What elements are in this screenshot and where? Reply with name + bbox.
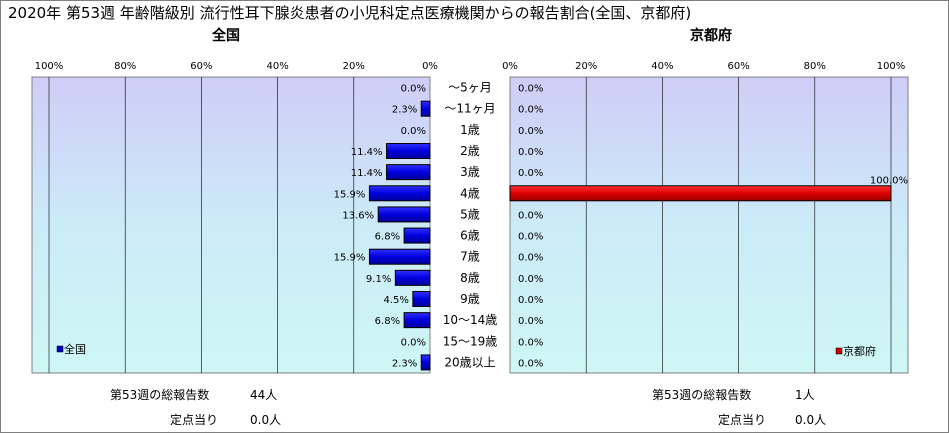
left-data-label: 9.1% [366, 274, 391, 285]
category-label: 10～14歳 [443, 313, 498, 327]
left-bar [386, 164, 431, 181]
category-label: 5歳 [460, 207, 480, 221]
right-total-label: 第53週の総報告数 [652, 388, 752, 402]
category-label: 20歳以上 [444, 355, 495, 369]
category-label: 15～19歳 [443, 334, 498, 348]
left-tick-label: 100% [35, 61, 64, 72]
left-data-label: 11.4% [351, 168, 383, 179]
left-data-label: 4.5% [383, 295, 408, 306]
left-data-label: 6.8% [375, 316, 400, 327]
left-data-label: 15.9% [334, 189, 366, 200]
right-bar [509, 185, 892, 202]
left-per-site-value: 0.0人 [250, 413, 282, 427]
left-bar [394, 269, 431, 286]
left-total-label: 第53週の総報告数 [110, 388, 210, 402]
category-label: ～11ヶ月 [444, 102, 495, 116]
category-label: 1歳 [460, 123, 480, 137]
right-data-label: 0.0% [518, 147, 543, 158]
right-data-label: 0.0% [518, 126, 543, 137]
right-tick-label: 60% [727, 61, 749, 72]
right-per-site-value: 0.0人 [795, 413, 827, 427]
category-label: ～5ヶ月 [448, 81, 492, 95]
left-bar [412, 291, 431, 307]
right-data-label: 0.0% [518, 295, 543, 306]
left-data-label: 2.3% [392, 358, 417, 369]
left-tick-label: 40% [266, 61, 288, 72]
left-data-label: 13.6% [342, 210, 374, 221]
category-label: 2歳 [460, 144, 480, 158]
right-total-value: 1人 [795, 388, 815, 402]
category-label: 6歳 [460, 229, 480, 243]
right-data-label: 0.0% [518, 84, 543, 95]
left-data-label: 0.0% [401, 84, 426, 95]
left-bar [368, 185, 431, 202]
right-data-label: 100.0% [870, 175, 908, 186]
left-data-label: 15.9% [334, 253, 366, 264]
right-legend-swatch [835, 347, 843, 355]
category-label: 4歳 [460, 186, 480, 200]
left-bar [386, 143, 431, 159]
left-bar [420, 100, 431, 117]
left-bar [420, 354, 431, 371]
category-label: 8歳 [460, 271, 480, 285]
right-tick-label: 80% [804, 61, 826, 72]
right-tick-label: 20% [575, 61, 597, 72]
left-tick-label: 60% [190, 61, 212, 72]
left-total-value: 44人 [250, 388, 278, 402]
category-label: 9歳 [460, 292, 480, 306]
left-data-label: 11.4% [351, 147, 383, 158]
left-data-label: 2.3% [392, 105, 417, 116]
right-data-label: 0.0% [518, 232, 543, 243]
category-label: 3歳 [460, 165, 480, 179]
left-plot-area [31, 76, 431, 374]
left-legend-swatch [56, 345, 64, 353]
left-tick-label: 80% [114, 61, 136, 72]
right-panel-subtitle: 京都府 [690, 28, 732, 44]
left-data-label: 0.0% [401, 126, 426, 137]
right-data-label: 0.0% [518, 337, 543, 348]
left-bar [403, 227, 431, 244]
left-bar [403, 312, 431, 329]
left-tick-label: 20% [343, 61, 365, 72]
left-bar [368, 248, 431, 265]
left-bar [377, 206, 431, 223]
left-data-label: 0.0% [401, 337, 426, 348]
right-tick-label: 100% [877, 61, 906, 72]
left-panel-subtitle: 全国 [212, 28, 240, 44]
right-plot-area [509, 76, 909, 374]
right-per-site-label: 定点当り [718, 413, 767, 427]
right-data-label: 0.0% [518, 316, 543, 327]
right-data-label: 0.0% [518, 105, 543, 116]
left-tick-label: 0% [422, 61, 438, 72]
right-data-label: 0.0% [518, 274, 543, 285]
right-data-label: 0.0% [518, 253, 543, 264]
category-label: 7歳 [460, 250, 480, 264]
left-per-site-label: 定点当り [170, 413, 219, 427]
left-data-label: 6.8% [375, 232, 400, 243]
right-data-label: 0.0% [518, 210, 543, 221]
right-tick-label: 0% [502, 61, 518, 72]
right-data-label: 0.0% [518, 168, 543, 179]
right-tick-label: 40% [651, 61, 673, 72]
left-legend-label: 全国 [64, 342, 86, 356]
chart-title: 2020年 第53週 年齢階級別 流行性耳下腺炎患者の小児科定点医療機関からの報… [8, 4, 692, 22]
right-data-label: 0.0% [518, 358, 543, 369]
right-legend-label: 京都府 [843, 344, 876, 358]
